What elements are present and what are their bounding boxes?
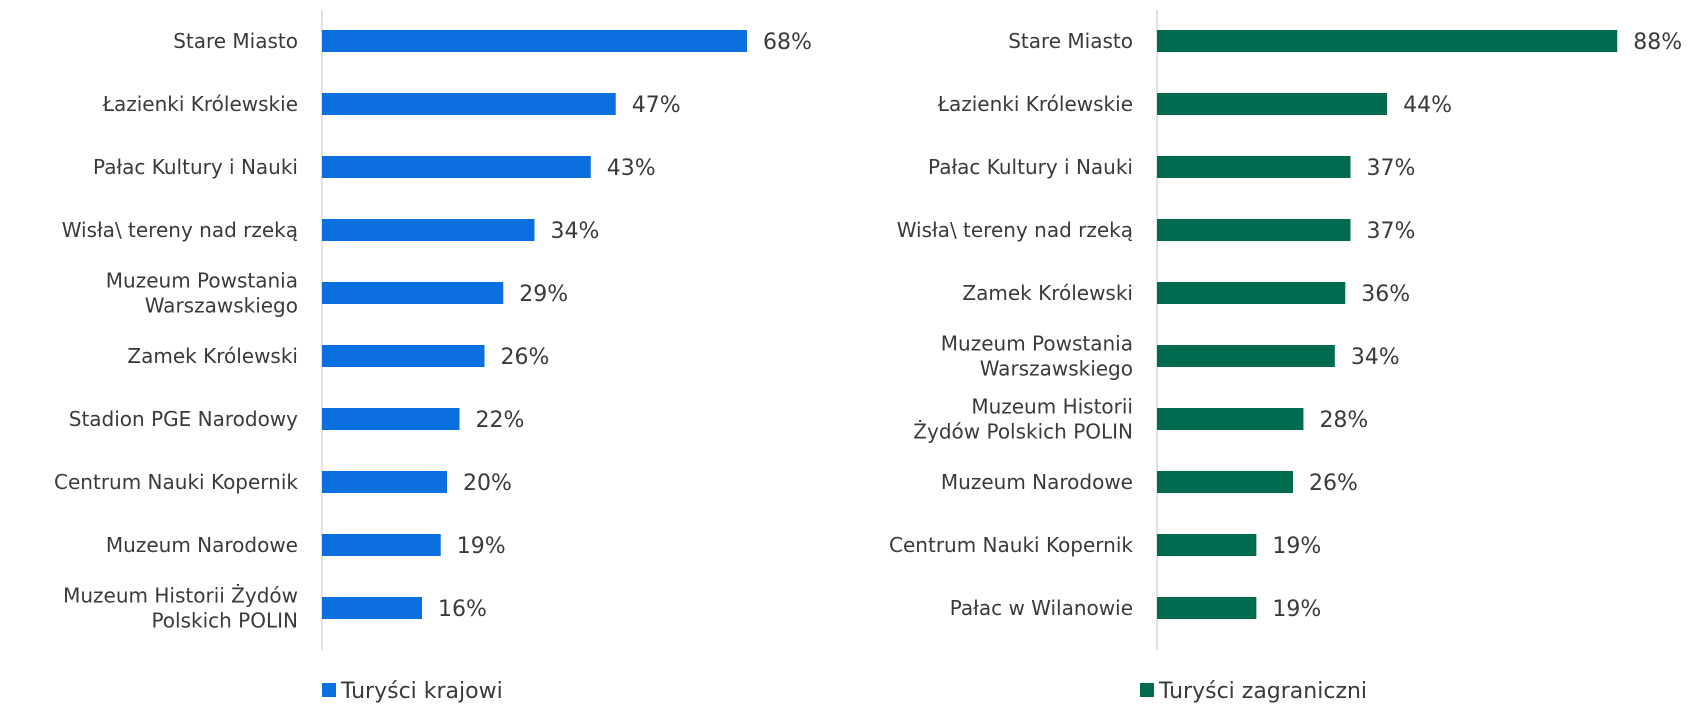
category-label-line: Muzeum Historii — [971, 395, 1133, 419]
category-label: Pałac Kultury i Nauki — [928, 155, 1133, 179]
bar — [322, 408, 460, 430]
category-label-line: Warszawskiego — [145, 294, 298, 318]
data-label: 88% — [1633, 30, 1682, 55]
data-label: 47% — [632, 93, 681, 118]
category-label: Muzeum Narodowe — [106, 533, 298, 557]
category-label-line: Stadion PGE Narodowy — [69, 407, 298, 431]
bar — [1157, 597, 1257, 619]
category-label-line: Pałac Kultury i Nauki — [93, 155, 298, 179]
data-label: 36% — [1361, 282, 1410, 307]
category-label-line: Centrum Nauki Kopernik — [889, 533, 1133, 557]
data-label: 43% — [607, 156, 656, 181]
legend-swatch — [1140, 683, 1154, 697]
category-label-line: Muzeum Historii Żydów — [63, 584, 298, 608]
data-label: 68% — [763, 30, 812, 55]
bar — [322, 282, 504, 304]
chart-domestic: 68% Stare Miasto 47% Łazienki Królewskie 43%… — [54, 10, 812, 704]
legend-swatch — [322, 683, 336, 697]
legend-label: Turyści zagraniczni — [1158, 679, 1367, 704]
data-label: 28% — [1319, 408, 1368, 433]
bar — [1157, 93, 1388, 115]
category-label: Centrum Nauki Kopernik — [54, 470, 298, 494]
category-label: Wisła\ tereny nad rzeką — [897, 218, 1133, 242]
data-label: 37% — [1367, 156, 1416, 181]
category-label-line: Stare Miasto — [173, 29, 298, 53]
category-label: Pałac Kultury i Nauki — [93, 155, 298, 179]
bar — [1157, 408, 1304, 430]
data-label: 20% — [463, 471, 512, 496]
category-label-line: Polskich POLIN — [151, 609, 298, 633]
category-label-line: Łazienki Królewskie — [937, 92, 1133, 116]
category-label: Zamek Królewski — [127, 344, 298, 368]
bar — [1157, 282, 1346, 304]
bar — [322, 30, 747, 52]
bar — [1157, 534, 1257, 556]
category-label-line: Żydów Polskich POLIN — [913, 420, 1133, 444]
category-label: Muzeum Powstania Warszawskiego — [106, 269, 298, 318]
bar — [322, 345, 485, 367]
bar — [322, 597, 422, 619]
category-label: Muzeum Historii Żydów Polskich POLIN — [63, 584, 298, 633]
category-label-line: Centrum Nauki Kopernik — [54, 470, 298, 494]
category-label-line: Stare Miasto — [1008, 29, 1133, 53]
bar — [1157, 219, 1351, 241]
data-label: 44% — [1403, 93, 1452, 118]
bar — [1157, 30, 1618, 52]
chart-foreign: 88% Stare Miasto 44% Łazienki Królewskie 37%… — [889, 10, 1682, 704]
category-label-line: Muzeum Narodowe — [106, 533, 298, 557]
data-label: 26% — [501, 345, 550, 370]
data-label: 19% — [457, 534, 506, 559]
category-label: Muzeum Narodowe — [941, 470, 1133, 494]
category-label: Stare Miasto — [1008, 29, 1133, 53]
bar — [322, 471, 447, 493]
category-label: Stare Miasto — [173, 29, 298, 53]
data-label: 26% — [1309, 471, 1358, 496]
data-label: 34% — [551, 219, 600, 244]
bar — [322, 93, 616, 115]
bar — [322, 156, 591, 178]
bar — [322, 219, 535, 241]
category-label: Muzeum Historii Żydów Polskich POLIN — [913, 395, 1133, 444]
category-label: Pałac w Wilanowie — [950, 596, 1133, 620]
data-label: 29% — [519, 282, 568, 307]
category-label-line: Warszawskiego — [980, 357, 1133, 381]
data-label: 34% — [1351, 345, 1400, 370]
bar — [1157, 156, 1351, 178]
data-label: 22% — [476, 408, 525, 433]
category-label: Centrum Nauki Kopernik — [889, 533, 1133, 557]
bar — [322, 534, 441, 556]
category-label-line: Pałac Kultury i Nauki — [928, 155, 1133, 179]
data-label: 19% — [1272, 597, 1321, 622]
category-label: Stadion PGE Narodowy — [69, 407, 298, 431]
category-label-line: Muzeum Narodowe — [941, 470, 1133, 494]
category-label-line: Zamek Królewski — [962, 281, 1133, 305]
bar — [1157, 345, 1335, 367]
category-label: Łazienki Królewskie — [937, 92, 1133, 116]
category-label: Wisła\ tereny nad rzeką — [62, 218, 298, 242]
category-label-line: Muzeum Powstania — [106, 269, 298, 293]
legend-label: Turyści krajowi — [340, 679, 503, 704]
category-label-line: Wisła\ tereny nad rzeką — [897, 218, 1133, 242]
category-label: Łazienki Królewskie — [102, 92, 298, 116]
category-label-line: Pałac w Wilanowie — [950, 596, 1133, 620]
category-label: Muzeum Powstania Warszawskiego — [941, 332, 1133, 381]
bar — [1157, 471, 1293, 493]
data-label: 16% — [438, 597, 487, 622]
category-label-line: Muzeum Powstania — [941, 332, 1133, 356]
category-label-line: Łazienki Królewskie — [102, 92, 298, 116]
category-label-line: Zamek Królewski — [127, 344, 298, 368]
data-label: 19% — [1272, 534, 1321, 559]
category-label-line: Wisła\ tereny nad rzeką — [62, 218, 298, 242]
data-label: 37% — [1367, 219, 1416, 244]
category-label: Zamek Królewski — [962, 281, 1133, 305]
